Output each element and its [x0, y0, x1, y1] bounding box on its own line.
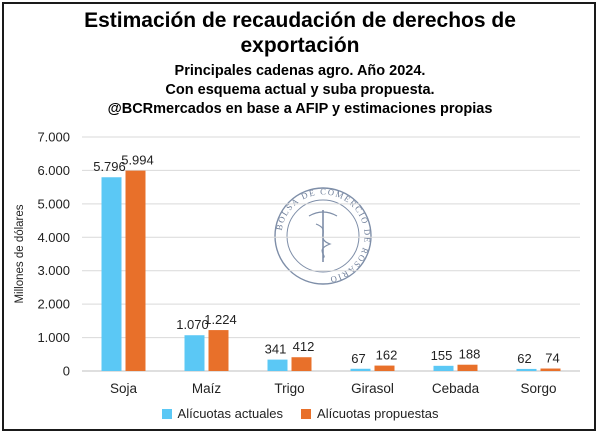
- chart-title-line1: Estimación de recaudación de derechos de: [84, 9, 516, 32]
- x-tick-label: Trigo: [274, 381, 304, 396]
- legend-label-propuesta: Alícuotas propuestas: [317, 406, 439, 421]
- seal-caduceus-snakes: [315, 223, 332, 259]
- bar-propuesta: [208, 330, 229, 371]
- chart-title-line2: exportación: [240, 34, 360, 57]
- legend-item-actual: Alícuotas actuales: [161, 406, 284, 421]
- x-tick-label: Maíz: [192, 381, 222, 396]
- x-tick-label: Soja: [110, 381, 138, 396]
- legend-swatch-propuesta: [301, 408, 312, 419]
- chart-legend: Alícuotas actuales Alícuotas propuestas: [0, 406, 600, 421]
- seal-inner-ring: [286, 199, 360, 273]
- data-label: 412: [293, 339, 315, 354]
- bar-actual: [350, 368, 371, 371]
- bar-propuesta: [125, 170, 146, 371]
- bar-actual: [267, 359, 288, 371]
- data-label: 74: [545, 351, 559, 366]
- data-label: 155: [431, 348, 453, 363]
- x-tick-label: Girasol: [351, 381, 394, 396]
- bar-actual: [516, 368, 537, 371]
- seal-outer-ring: [274, 187, 372, 285]
- x-tick-label: Cebada: [432, 381, 480, 396]
- bar-propuesta: [540, 368, 561, 371]
- data-label: 5.796: [93, 159, 126, 174]
- chart-subtitle-line3: @BCRmercados en base a AFIP y estimacion…: [107, 101, 493, 117]
- legend-label-actual: Alícuotas actuales: [177, 406, 284, 421]
- data-label: 67: [351, 351, 365, 366]
- data-label: 162: [376, 348, 398, 363]
- data-label: 341: [265, 342, 287, 357]
- x-tick-label: Sorgo: [520, 381, 556, 396]
- bar-propuesta: [374, 365, 395, 371]
- data-label: 1.224: [204, 312, 237, 327]
- seal-caduceus-wings: [308, 211, 338, 217]
- y-tick-label: 0: [63, 364, 70, 379]
- y-tick-label: 3.000: [37, 263, 70, 278]
- y-tick-label: 2.000: [37, 297, 70, 312]
- bar-actual: [184, 335, 205, 371]
- legend-item-propuesta: Alícuotas propuestas: [301, 406, 438, 421]
- y-tick-label: 5.000: [37, 196, 70, 211]
- bar-propuesta: [291, 357, 312, 371]
- y-tick-label: 6.000: [37, 163, 70, 178]
- legend-swatch-actual: [161, 408, 172, 419]
- chart-subtitle-line2: Con esquema actual y suba propuesta.: [165, 82, 435, 98]
- y-tick-label: 4.000: [37, 230, 70, 245]
- y-axis-label: Millones de dólares: [14, 204, 26, 303]
- bar-actual: [433, 365, 454, 371]
- data-label: 1.070: [176, 317, 209, 332]
- bar-propuesta: [457, 364, 478, 371]
- chart-subtitle-line1: Principales cadenas agro. Año 2024.: [174, 63, 426, 79]
- data-label: 62: [517, 351, 531, 366]
- y-tick-label: 7.000: [37, 130, 70, 145]
- y-tick-label: 1.000: [37, 330, 70, 345]
- data-label: 5.994: [121, 153, 154, 168]
- data-label: 188: [459, 347, 481, 362]
- bar-actual: [101, 177, 122, 371]
